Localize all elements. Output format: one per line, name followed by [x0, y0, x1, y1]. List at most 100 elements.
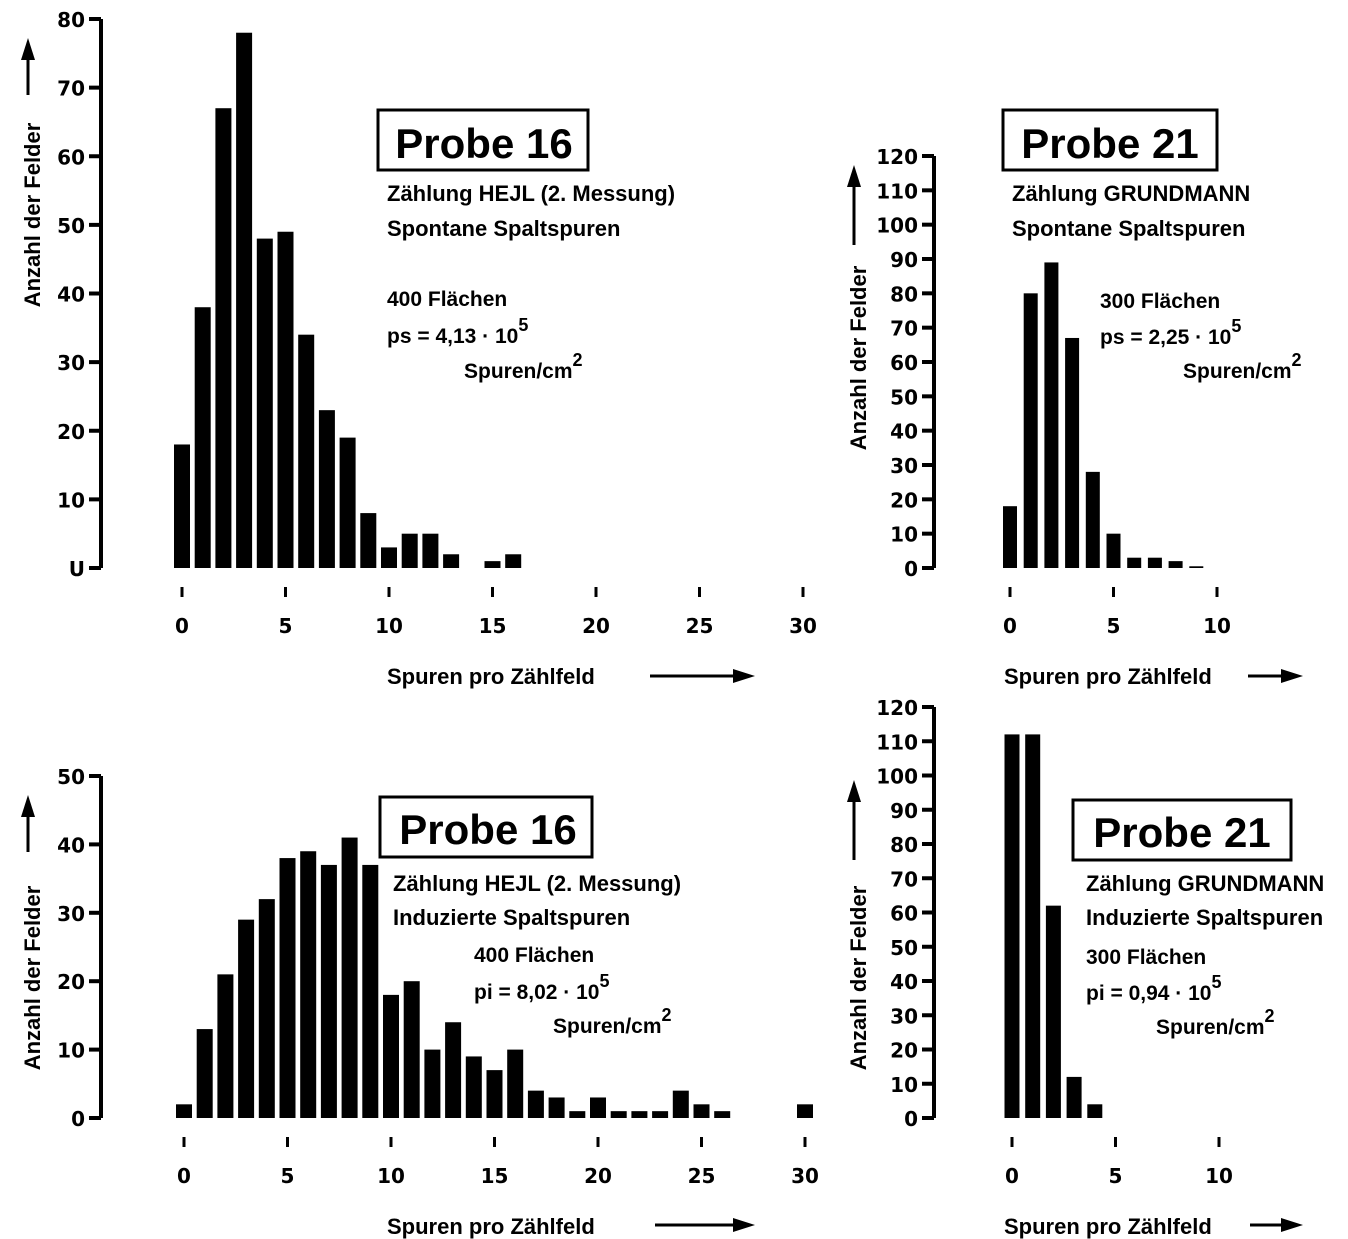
annotation-count: 300 Flächen [1100, 290, 1220, 313]
chart-panel-2: 0 10 20 30 40 50 60 70 80 90 100 110 120 0 5 10 Spuren p… [846, 108, 1303, 689]
y-tick-label: 40 [890, 420, 918, 444]
y-tick-label: 30 [890, 1004, 918, 1028]
y-tick-label: 70 [890, 867, 918, 891]
x-tick-label: 5 [1107, 614, 1121, 638]
bar [443, 554, 460, 568]
annotation-density-exponent: 5 [1212, 972, 1222, 992]
y-tick-label: 0 [904, 557, 918, 581]
annotation-density-value: pi = 0,94 · 10 [1086, 982, 1212, 1005]
y-tick-label: 50 [890, 385, 918, 409]
bar [362, 864, 379, 1118]
title-box [376, 108, 590, 172]
y-tick-label: 120 [876, 696, 918, 720]
annotation-density-exponent: 5 [1231, 316, 1241, 336]
y-tick-label: 70 [57, 77, 85, 101]
y-tick-label: 50 [890, 936, 918, 960]
annotation-count: 400 Flächen [474, 944, 594, 967]
y-tick-label: 10 [890, 523, 918, 547]
bar [176, 1104, 192, 1118]
y-tick-label: 60 [890, 351, 918, 375]
x-tick-label: 10 [1203, 614, 1231, 638]
y-tick-label: 110 [876, 730, 918, 754]
bar [1065, 337, 1080, 568]
annotation-density: ps = 4,13 · 105 [387, 315, 528, 348]
bar [403, 981, 420, 1118]
bar [1045, 905, 1061, 1118]
y-tick-label: 10 [57, 1039, 85, 1063]
x-axis-label: Spuren pro Zählfeld [387, 1214, 595, 1239]
x-tick-label: 10 [377, 1164, 405, 1188]
bar [797, 1104, 813, 1118]
bar [1106, 533, 1121, 568]
x-tick-label: 5 [281, 1164, 295, 1188]
bar [174, 444, 190, 568]
bar [652, 1111, 669, 1118]
x-tick-label: 0 [1003, 614, 1017, 638]
bar [486, 1070, 503, 1118]
y-tick-label: 80 [57, 8, 85, 32]
chart-title: Probe 16 [395, 120, 572, 167]
title-box [1001, 108, 1219, 172]
bar [424, 1049, 441, 1118]
x-tick-label: 0 [1005, 1164, 1019, 1188]
y-axis-arrow-head [21, 795, 35, 817]
bar [1168, 561, 1183, 568]
bar [672, 1090, 689, 1118]
x-axis-arrow-head [1281, 1218, 1303, 1232]
title-box [378, 795, 594, 859]
bar [339, 437, 356, 568]
y-tick-label: 110 [876, 179, 918, 203]
bar [507, 1049, 524, 1118]
bar [590, 1097, 606, 1118]
annotation-density-exponent: 5 [518, 315, 528, 335]
chart-subtitle: Zählung GRUNDMANN [1012, 181, 1250, 206]
y-tick-label: 10 [890, 1073, 918, 1097]
x-tick-label: 25 [686, 614, 714, 638]
title-box [1071, 798, 1293, 862]
annotation-unit: Spuren/cm2 [553, 1005, 672, 1038]
bar [1025, 734, 1041, 1118]
bar [465, 1056, 482, 1118]
bar [1127, 557, 1142, 568]
bar [569, 1111, 586, 1118]
chart-title: Probe 21 [1021, 120, 1198, 167]
annotation-unit-text: Spuren/cm [464, 360, 573, 383]
y-tick-label: 40 [57, 283, 85, 307]
y-tick-label: 70 [890, 317, 918, 341]
x-tick-label: 15 [479, 614, 507, 638]
bar [1003, 506, 1017, 568]
x-axis-arrow-head [1281, 669, 1303, 683]
chart-subtitle: Spontane Spaltspuren [1012, 216, 1245, 241]
bar [1147, 557, 1162, 568]
annotation-density: ps = 2,25 · 105 [1100, 316, 1241, 349]
bar [548, 1097, 565, 1118]
y-tick-label: 50 [57, 214, 85, 238]
bar [505, 554, 522, 568]
annotation-density: pi = 0,94 · 105 [1086, 972, 1222, 1005]
bar [194, 307, 211, 568]
chart-title: Probe 21 [1093, 809, 1270, 856]
bar [258, 899, 275, 1118]
bar [401, 533, 418, 568]
y-tick-label: 80 [890, 282, 918, 306]
bar [422, 533, 439, 568]
y-tick-label: 30 [57, 351, 85, 375]
y-tick-label: 40 [890, 970, 918, 994]
bar [277, 231, 294, 569]
chart-subtitle: Zählung GRUNDMANN [1086, 871, 1324, 896]
x-axis-label: Spuren pro Zählfeld [1004, 1214, 1212, 1239]
bar [279, 858, 296, 1118]
y-axis-label: Anzahl der Felder [20, 122, 45, 307]
y-axis-arrow-head [21, 38, 35, 60]
annotation-density-value: ps = 2,25 · 10 [1100, 326, 1231, 349]
bar [527, 1090, 544, 1118]
bar [236, 32, 253, 569]
chart-title: Probe 16 [399, 806, 576, 853]
x-tick-label: 0 [175, 614, 189, 638]
annotation-unit-text: Spuren/cm [1156, 1016, 1265, 1039]
x-tick-label: 20 [582, 614, 610, 638]
chart-subtitle: Spontane Spaltspuren [387, 216, 620, 241]
annotation-count: 300 Flächen [1086, 946, 1206, 969]
y-tick-label: 0 [904, 1107, 918, 1131]
bar [1044, 262, 1059, 568]
